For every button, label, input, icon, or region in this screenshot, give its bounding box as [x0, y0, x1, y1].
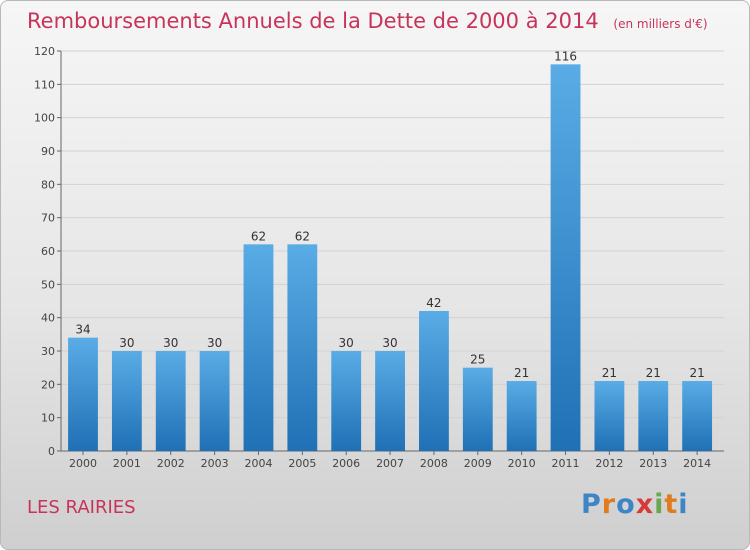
data-label: 30 [382, 336, 397, 350]
data-label: 21 [646, 366, 661, 380]
bar [331, 351, 362, 451]
x-tick-label: 2010 [508, 457, 536, 470]
bar [682, 381, 713, 451]
bar [506, 381, 537, 451]
bar [550, 64, 581, 452]
x-tick-label: 2011 [552, 457, 580, 470]
x-tick-label: 2008 [420, 457, 448, 470]
data-label: 62 [295, 229, 310, 243]
logo-letter: t [664, 489, 679, 520]
bar [375, 351, 405, 451]
x-tick-label: 2003 [201, 457, 229, 470]
logo-letter: r [601, 489, 617, 520]
bar [462, 367, 493, 451]
x-tick-label: 2013 [639, 457, 667, 470]
x-tick-label: 2012 [595, 457, 623, 470]
y-tick-label: 120 [34, 45, 55, 58]
chart-title-text: Remboursements Annuels de la Dette de 20… [27, 9, 599, 33]
x-tick-label: 2005 [288, 457, 316, 470]
bar [638, 381, 669, 451]
data-label: 30 [339, 336, 354, 350]
data-label: 30 [163, 336, 178, 350]
data-label: 21 [689, 366, 704, 380]
bar [243, 244, 274, 451]
x-tick-label: 2001 [113, 457, 141, 470]
y-tick-label: 40 [41, 312, 55, 325]
bar [594, 381, 625, 451]
proxiti-logo: Proxiti [581, 489, 689, 520]
commune-name: LES RAIRIES [27, 497, 136, 518]
logo-letter: o [616, 489, 636, 520]
y-tick-label: 0 [48, 445, 55, 458]
data-label: 25 [470, 353, 485, 367]
y-tick-label: 50 [41, 278, 55, 291]
x-tick-label: 2000 [69, 457, 97, 470]
y-tick-label: 10 [41, 412, 55, 425]
bar [287, 244, 318, 451]
data-label: 30 [207, 336, 222, 350]
x-tick-label: 2002 [157, 457, 185, 470]
y-tick-label: 90 [41, 145, 55, 158]
x-tick-label: 2006 [332, 457, 360, 470]
bar [199, 351, 230, 451]
logo-letter: P [581, 489, 602, 520]
y-tick-label: 80 [41, 178, 55, 191]
y-tick-label: 110 [34, 78, 55, 91]
data-label: 21 [514, 366, 529, 380]
y-tick-label: 60 [41, 245, 55, 258]
logo-letter: i [654, 489, 665, 520]
bar [419, 311, 449, 451]
bar [111, 351, 142, 451]
bar [68, 337, 98, 451]
y-tick-label: 70 [41, 212, 55, 225]
bar [155, 351, 186, 451]
data-label: 21 [602, 366, 617, 380]
data-label: 62 [251, 229, 266, 243]
x-tick-label: 2007 [376, 457, 404, 470]
data-label: 116 [554, 49, 577, 63]
chart-title: Remboursements Annuels de la Dette de 20… [27, 9, 708, 33]
logo-letter: i [678, 489, 689, 520]
data-label: 42 [426, 296, 441, 310]
x-tick-label: 2009 [464, 457, 492, 470]
y-tick-label: 20 [41, 378, 55, 391]
x-tick-label: 2014 [683, 457, 711, 470]
y-tick-label: 100 [34, 112, 55, 125]
x-tick-label: 2004 [244, 457, 272, 470]
chart-unit: (en milliers d'€) [613, 17, 708, 31]
logo-letter: x [635, 489, 655, 520]
y-tick-label: 30 [41, 345, 55, 358]
data-label: 34 [75, 323, 90, 337]
data-label: 30 [119, 336, 134, 350]
